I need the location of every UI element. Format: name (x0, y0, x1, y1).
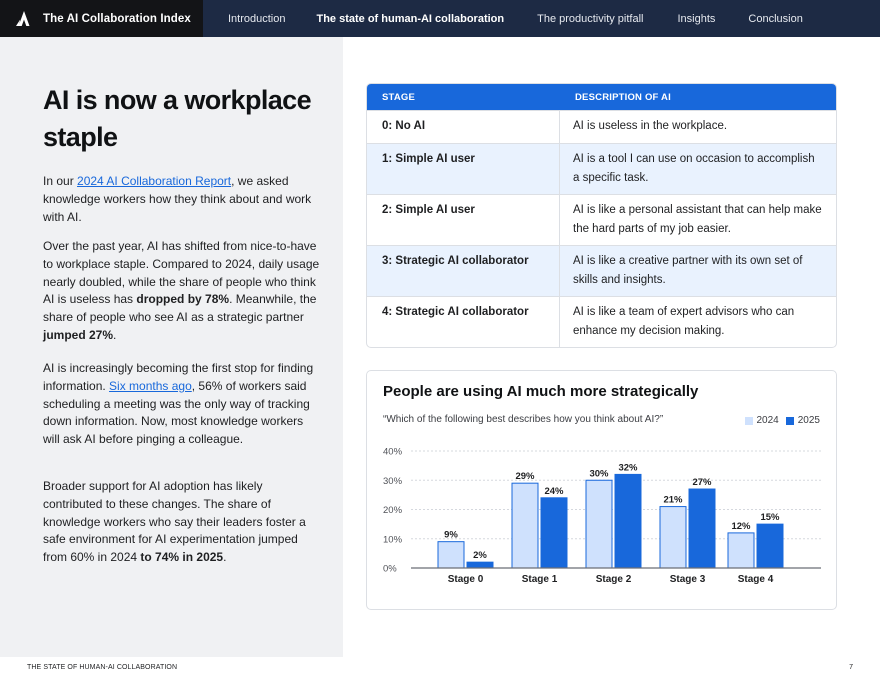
text: Broader support for AI adoption has like… (43, 479, 306, 565)
bar-2025-2 (614, 473, 642, 569)
bar-2025-0 (466, 561, 494, 569)
description-cell: AI is like a personal assistant that can… (560, 194, 836, 245)
bar-value-label: 29% (515, 471, 535, 482)
bar-value-label: 12% (731, 521, 751, 532)
nav-item-productivity-pitfall[interactable]: The productivity pitfall (537, 12, 644, 25)
table-row: 2: Simple AI user AI is like a personal … (367, 194, 836, 245)
bar-value-label: 9% (444, 530, 458, 541)
table-row: 3: Strategic AI collaborator AI is like … (367, 245, 836, 296)
description-cell: AI is like a team of expert advisors who… (560, 296, 836, 347)
top-navigation: The AI Collaboration Index Introduction … (0, 0, 880, 37)
chart-subtitle: “Which of the following best describes h… (383, 414, 664, 425)
page-title: AI is now a workplace staple (43, 85, 312, 152)
x-tick-label: Stage 4 (738, 574, 774, 585)
bar-value-label: 30% (589, 468, 609, 479)
text: . Meanwhile, the share of people who see… (43, 292, 317, 325)
six-months-ago-link[interactable]: Six months ago (109, 378, 192, 393)
bar-2025-3 (688, 488, 716, 569)
text: AI is increasingly becoming the first st… (43, 361, 314, 393)
x-tick-label: Stage 0 (448, 574, 484, 585)
bar-chart: 0% 10% 20% 30% 40% 9% 2% Stage 0 29% 24% Stage 1 30… (383, 447, 821, 585)
nav-item-conclusion[interactable]: Conclusion (748, 12, 803, 25)
description-cell: AI is a tool I can use on occasion to ac… (560, 143, 836, 194)
bar-value-label: 21% (663, 495, 683, 506)
text: Over the past year, AI has shifted from … (43, 239, 320, 307)
stage-table: STAGE DESCRIPTION OF AI 0: No AI AI is u… (366, 83, 837, 348)
bar-value-label: 24% (544, 486, 564, 497)
table-header-row: STAGE DESCRIPTION OF AI (367, 84, 836, 110)
table-row: 4: Strategic AI collaborator AI is like … (367, 296, 836, 347)
nav-item-introduction[interactable]: Introduction (228, 12, 286, 25)
column-header-description: DESCRIPTION OF AI (560, 84, 836, 110)
nav-item-insights[interactable]: Insights (677, 12, 716, 25)
x-tick-label: Stage 2 (596, 574, 632, 585)
text: , 56% of workers said scheduling a meeti… (43, 378, 310, 447)
description-cell: AI is useless in the workplace. (560, 110, 836, 143)
bar-value-label: 32% (618, 462, 638, 473)
highlight-jumped: jumped 27% (43, 327, 114, 342)
legend-swatch-2024 (744, 416, 753, 425)
column-header-stage: STAGE (367, 84, 560, 110)
stage-cell: 3: Strategic AI collaborator (367, 245, 560, 296)
brand[interactable]: The AI Collaboration Index (0, 0, 203, 37)
legend-swatch-2025 (785, 416, 794, 425)
bar-2024-0 (437, 541, 465, 569)
text: . (223, 550, 227, 565)
stage-cell: 2: Simple AI user (367, 194, 560, 245)
y-tick-label: 0% (383, 564, 397, 575)
bar-2024-1 (511, 482, 539, 569)
table-row: 1: Simple AI user AI is a tool I can use… (367, 143, 836, 194)
left-panel (0, 37, 343, 657)
legend-item-2025: 2025 (785, 415, 820, 426)
information-paragraph: AI is increasingly becoming the first st… (43, 360, 323, 449)
x-tick-label: Stage 3 (670, 574, 706, 585)
legend-item-2024: 2024 (744, 415, 779, 426)
y-tick-label: 30% (383, 476, 403, 487)
stage-cell: 0: No AI (367, 110, 560, 143)
y-tick-label: 20% (383, 505, 403, 516)
text: , we asked knowledge workers how they th… (43, 174, 312, 224)
stage-cell: 1: Simple AI user (367, 143, 560, 194)
stage-cell: 4: Strategic AI collaborator (367, 296, 560, 347)
brand-title: The AI Collaboration Index (43, 12, 191, 25)
text: In our (43, 174, 78, 188)
nav-item-state-of-collaboration[interactable]: The state of human-AI collaboration (316, 12, 505, 25)
bar-value-label: 15% (760, 512, 780, 523)
bar-2024-2 (585, 479, 613, 569)
highlight-dropped: dropped by 78% (136, 292, 230, 307)
chart-card: People are using AI much more strategica… (366, 370, 837, 610)
bar-2025-4 (756, 523, 784, 569)
y-tick-label: 10% (383, 534, 403, 545)
nav-items: Introduction The state of human-AI colla… (203, 0, 803, 37)
text: . (113, 327, 117, 342)
bar-2024-4 (727, 532, 755, 569)
chart-title: People are using AI much more strategica… (383, 383, 699, 400)
page-number: 7 (849, 664, 853, 671)
shift-paragraph: Over the past year, AI has shifted from … (43, 238, 323, 345)
collaboration-report-link[interactable]: 2024 AI Collaboration Report (77, 174, 232, 188)
bar-2025-1 (540, 497, 568, 569)
highlight-to-74: to 74% in 2025 (140, 550, 224, 565)
table-row: 0: No AI AI is useless in the workplace. (367, 110, 836, 143)
bar-2024-3 (659, 506, 687, 569)
legend-label: 2025 (797, 415, 820, 426)
y-tick-label: 40% (383, 447, 403, 458)
support-paragraph: Broader support for AI adoption has like… (43, 478, 323, 567)
bar-value-label: 27% (692, 477, 712, 488)
footer-section-title: THE STATE OF HUMAN-AI COLLABORATION (27, 664, 178, 671)
bar-value-label: 2% (473, 550, 487, 561)
legend-label: 2024 (756, 415, 779, 426)
intro-paragraph: In our 2024 AI Collaboration Report, we … (43, 173, 323, 226)
atlassian-logo-icon (16, 11, 32, 26)
description-cell: AI is like a creative partner with its o… (560, 245, 836, 296)
chart-legend: 2024 2025 (738, 415, 820, 426)
x-tick-label: Stage 1 (522, 574, 558, 585)
